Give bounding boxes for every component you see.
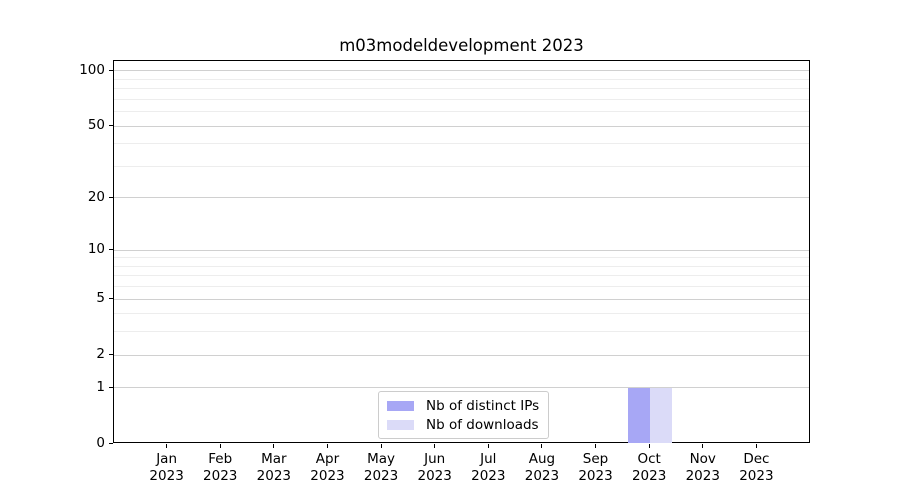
y-tick-label: 50 (87, 117, 105, 134)
bar-distinct-ips (628, 387, 651, 443)
y-gridline-major (114, 70, 809, 72)
x-tick-label-line: Aug (528, 451, 556, 467)
x-tick-label-line: Feb (208, 451, 233, 467)
y-tick-label: 10 (87, 241, 105, 258)
x-tick-label: Aug 2023 (500, 451, 584, 485)
x-tick-mark (434, 444, 436, 448)
x-tick-label-line: Sep (582, 451, 609, 467)
x-tick-label-line: 2023 (471, 468, 506, 484)
y-gridline-major (114, 354, 809, 356)
y-gridline-minor (114, 88, 809, 90)
y-gridline-minor (114, 331, 809, 333)
x-tick-label-line: 2023 (524, 468, 560, 484)
x-tick-label-line: Mar (261, 451, 287, 467)
x-tick-label-line: 2023 (149, 468, 184, 484)
x-tick-label-line: Jun (424, 451, 446, 467)
x-tick-label-line: Jan (156, 451, 178, 467)
y-tick-label: 100 (79, 61, 105, 78)
legend-item: Nb of downloads (387, 415, 539, 434)
x-tick-mark (326, 444, 328, 448)
x-tick-label-line: May (367, 451, 396, 467)
y-tick-mark (109, 443, 113, 444)
y-gridline-major (114, 387, 809, 389)
legend: Nb of distinct IPs Nb of downloads (378, 391, 550, 439)
y-tick-label: 1 (96, 378, 105, 395)
y-gridline-major (114, 197, 809, 199)
x-tick-label-line: Oct (637, 451, 661, 467)
x-tick-mark (595, 444, 597, 448)
y-tick-mark (109, 386, 113, 388)
x-tick-label: Nov 2023 (661, 451, 745, 485)
x-tick-label: Feb 2023 (178, 451, 262, 485)
y-gridline-minor (114, 78, 809, 80)
legend-label: Nb of downloads (426, 416, 539, 433)
y-tick-label: 5 (96, 290, 105, 307)
y-gridline-minor (114, 98, 809, 100)
y-gridline-minor (114, 275, 809, 277)
legend-label: Nb of distinct IPs (426, 397, 540, 414)
y-gridline-minor (114, 257, 809, 259)
x-tick-label-line: Jul (480, 451, 497, 467)
x-tick-label-line: 2023 (203, 468, 238, 484)
plot-area (113, 60, 810, 443)
y-gridline-minor (114, 313, 809, 315)
x-tick-label-line: 2023 (256, 468, 292, 484)
x-tick-label-line: 2023 (739, 468, 774, 484)
x-tick-mark (273, 444, 275, 448)
x-tick-label-line: 2023 (631, 468, 667, 484)
y-tick-mark (109, 196, 113, 198)
y-gridline-major (114, 125, 809, 127)
y-gridline-minor (114, 265, 809, 267)
x-tick-label: Oct 2023 (607, 451, 691, 485)
y-tick-mark (109, 298, 113, 300)
x-tick-label-line: 2023 (310, 468, 345, 484)
y-gridline-major (114, 298, 809, 300)
x-tick-label-line: Nov (689, 451, 716, 467)
x-tick-label-line: 2023 (363, 468, 399, 484)
y-tick-label: 20 (87, 188, 105, 205)
y-tick-mark (109, 354, 113, 356)
y-gridline-major (114, 249, 809, 251)
x-tick-label: Apr 2023 (285, 451, 369, 485)
y-gridline-minor (114, 111, 809, 113)
y-tick-label: 0 (96, 435, 105, 451)
x-tick-label-line: 2023 (417, 468, 452, 484)
x-tick-mark (166, 444, 168, 448)
y-tick-mark (109, 249, 113, 251)
x-tick-mark (487, 444, 489, 448)
y-tick-label: 2 (96, 346, 105, 363)
x-tick-label: Mar 2023 (232, 451, 316, 485)
x-tick-label: Jan 2023 (125, 451, 209, 485)
x-tick-mark (648, 444, 650, 448)
y-gridline-minor (114, 165, 809, 167)
x-tick-label-line: 2023 (685, 468, 720, 484)
y-tick-mark (109, 69, 113, 71)
x-tick-label: Dec 2023 (714, 451, 798, 485)
bar-downloads (650, 387, 672, 443)
x-tick-label-line: Apr (315, 451, 340, 467)
x-tick-label: Sep 2023 (554, 451, 638, 485)
y-gridline-minor (114, 286, 809, 288)
legend-swatch (387, 419, 414, 430)
x-tick-label: Jul 2023 (446, 451, 530, 485)
x-tick-mark (219, 444, 221, 448)
y-tick-mark (109, 125, 113, 127)
legend-swatch (387, 400, 414, 411)
x-tick-mark (380, 444, 382, 448)
legend-item: Nb of distinct IPs (387, 396, 539, 415)
x-tick-label: May 2023 (339, 451, 423, 485)
chart-title: m03modeldevelopment 2023 (339, 36, 584, 55)
y-gridline-minor (114, 143, 809, 145)
x-tick-label: Jun 2023 (393, 451, 477, 485)
x-tick-mark (755, 444, 757, 448)
x-tick-mark (541, 444, 543, 448)
x-tick-mark (702, 444, 704, 448)
x-tick-label-line: Dec (743, 451, 770, 467)
x-tick-label-line: 2023 (578, 468, 613, 484)
